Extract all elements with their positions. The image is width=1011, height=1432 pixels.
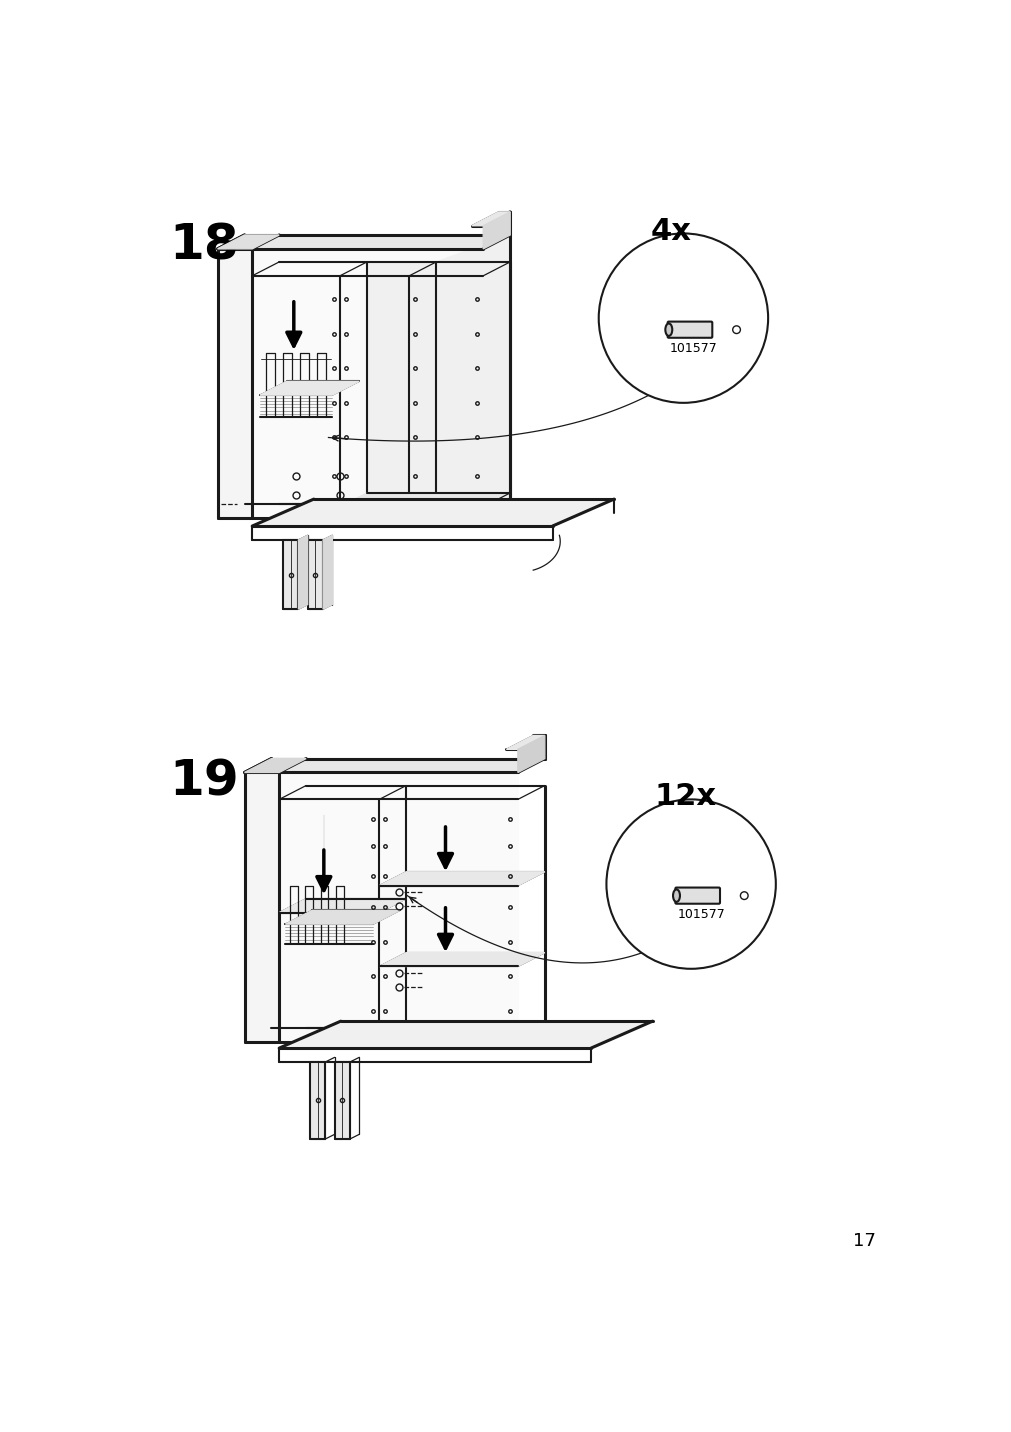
Polygon shape (309, 1063, 326, 1138)
Polygon shape (245, 772, 279, 1042)
Polygon shape (379, 952, 544, 967)
Text: 101577: 101577 (676, 908, 724, 921)
Polygon shape (367, 262, 436, 504)
Polygon shape (217, 235, 279, 249)
Polygon shape (279, 899, 405, 912)
Polygon shape (298, 536, 307, 609)
Polygon shape (340, 493, 510, 507)
Polygon shape (307, 540, 323, 609)
Polygon shape (379, 872, 544, 885)
Polygon shape (245, 759, 305, 772)
Text: 4x: 4x (650, 216, 692, 245)
Polygon shape (323, 536, 332, 609)
Polygon shape (285, 911, 399, 924)
Polygon shape (283, 540, 298, 609)
FancyBboxPatch shape (667, 322, 712, 338)
Polygon shape (483, 212, 510, 249)
FancyBboxPatch shape (674, 888, 719, 904)
Polygon shape (252, 500, 614, 526)
Circle shape (599, 233, 767, 402)
Circle shape (606, 799, 775, 969)
Polygon shape (245, 759, 544, 772)
Polygon shape (506, 736, 544, 749)
Polygon shape (518, 736, 544, 772)
Ellipse shape (672, 889, 679, 902)
Polygon shape (436, 235, 510, 504)
Polygon shape (260, 381, 359, 395)
Polygon shape (471, 212, 510, 226)
Text: 12x: 12x (653, 782, 716, 812)
Ellipse shape (664, 324, 671, 337)
Polygon shape (217, 249, 252, 518)
Text: 18: 18 (169, 222, 239, 269)
Polygon shape (252, 249, 483, 518)
Text: 17: 17 (852, 1232, 876, 1250)
Polygon shape (279, 772, 518, 1042)
Text: 101577: 101577 (669, 342, 717, 355)
Polygon shape (217, 235, 510, 249)
Polygon shape (279, 1021, 652, 1048)
Polygon shape (335, 1063, 350, 1138)
Text: 19: 19 (169, 758, 239, 805)
